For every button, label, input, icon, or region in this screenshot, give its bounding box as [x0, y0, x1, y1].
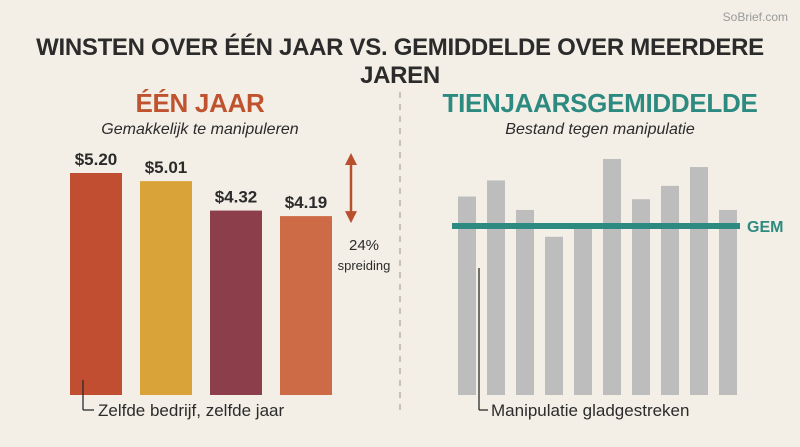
spread-arrow-head-down: [345, 211, 357, 224]
one-year-value-label: $5.01: [145, 158, 188, 177]
one-year-title: ÉÉN JAAR: [135, 88, 265, 118]
ten-year-bar: [574, 223, 592, 395]
ten-year-bar: [632, 199, 650, 395]
spread-percent: 24%: [349, 237, 379, 254]
one-year-bar: [140, 181, 192, 395]
one-year-bar: [210, 210, 262, 395]
ten-year-callout: Manipulatie gladgestreken: [491, 401, 689, 420]
spread-label: spreiding: [338, 258, 391, 273]
spread-arrow-head-up: [345, 153, 357, 165]
ten-year-bar: [690, 167, 708, 395]
one-year-bar: [280, 216, 332, 395]
one-year-callout: Zelfde bedrijf, zelfde jaar: [98, 401, 284, 420]
ten-year-subtitle: Bestand tegen manipulatie: [505, 121, 695, 138]
average-label: GEM: [747, 219, 783, 236]
ten-year-bar: [719, 209, 737, 395]
ten-year-bar: [458, 196, 476, 395]
ten-year-bar: [603, 159, 621, 395]
ten-year-bar: [487, 180, 505, 395]
ten-year-bar: [545, 236, 563, 395]
one-year-subtitle: Gemakkelijk te manipuleren: [101, 121, 299, 138]
ten-year-bar: [516, 209, 534, 395]
one-year-bar: [70, 173, 122, 395]
one-year-value-label: $5.20: [75, 150, 118, 169]
ten-year-title: TIENJAARSGEMIDDELDE: [442, 88, 758, 118]
one-year-value-label: $4.19: [285, 193, 328, 212]
watermark: SoBrief.com: [722, 10, 788, 24]
main-title: WINSTEN OVER ÉÉN JAAR VS. GEMIDDELDE OVE…: [36, 34, 764, 89]
one-year-value-label: $4.32: [215, 188, 258, 207]
ten-year-bar: [661, 185, 679, 395]
